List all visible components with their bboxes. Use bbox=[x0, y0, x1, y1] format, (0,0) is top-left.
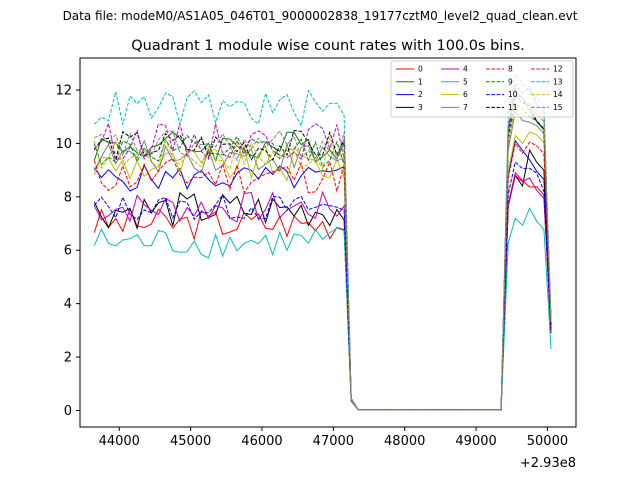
series-layer bbox=[93, 72, 552, 411]
x-tick-label: 44000 bbox=[99, 434, 140, 449]
legend-label-8: 8 bbox=[508, 65, 513, 74]
legend-label-15: 15 bbox=[553, 103, 563, 112]
legend-label-3: 3 bbox=[418, 103, 423, 112]
y-tick-label: 8 bbox=[64, 190, 72, 205]
legend-label-0: 0 bbox=[418, 65, 423, 74]
y-tick-label: 12 bbox=[55, 84, 72, 99]
x-tick-label: 50000 bbox=[527, 434, 568, 449]
series-line-15 bbox=[94, 91, 552, 411]
legend-label-5: 5 bbox=[463, 77, 468, 86]
y-tick-label: 0 bbox=[64, 404, 72, 419]
y-tick-label: 4 bbox=[64, 297, 72, 312]
chart-title: Quadrant 1 module wise count rates with … bbox=[131, 38, 525, 54]
legend-label-4: 4 bbox=[463, 65, 468, 74]
legend-box bbox=[390, 60, 574, 118]
legend-label-7: 7 bbox=[463, 103, 468, 112]
legend-label-11: 11 bbox=[508, 103, 518, 112]
legend-label-1: 1 bbox=[418, 77, 423, 86]
legend-label-9: 9 bbox=[508, 77, 513, 86]
legend-label-13: 13 bbox=[553, 77, 563, 86]
series-line-14 bbox=[93, 102, 552, 411]
x-axis-offset-label: +2.93e8 bbox=[520, 456, 576, 471]
series-line-12 bbox=[93, 83, 552, 411]
legend-label-6: 6 bbox=[463, 90, 468, 99]
x-tick-label: 47000 bbox=[313, 434, 354, 449]
x-tick-label: 48000 bbox=[384, 434, 425, 449]
y-tick-label: 2 bbox=[64, 351, 72, 366]
legend-label-10: 10 bbox=[508, 90, 518, 99]
axes-frame bbox=[79, 57, 577, 428]
legend-label-12: 12 bbox=[553, 65, 563, 74]
y-tick-label: 6 bbox=[64, 244, 72, 259]
x-tick-label: 45000 bbox=[170, 434, 211, 449]
legend-label-2: 2 bbox=[418, 90, 423, 99]
x-axis: 44000 45000 46000 47000 48000 49000 50000 bbox=[99, 427, 568, 449]
y-tick-label: 10 bbox=[55, 137, 72, 152]
legend-label-14: 14 bbox=[553, 90, 563, 99]
x-tick-label: 46000 bbox=[241, 434, 282, 449]
x-tick-label: 49000 bbox=[455, 434, 496, 449]
figure-suptitle: Data file: modeM0/AS1A05_046T01_90000028… bbox=[63, 9, 578, 23]
y-axis: 0 2 4 6 8 10 12 bbox=[55, 84, 80, 419]
